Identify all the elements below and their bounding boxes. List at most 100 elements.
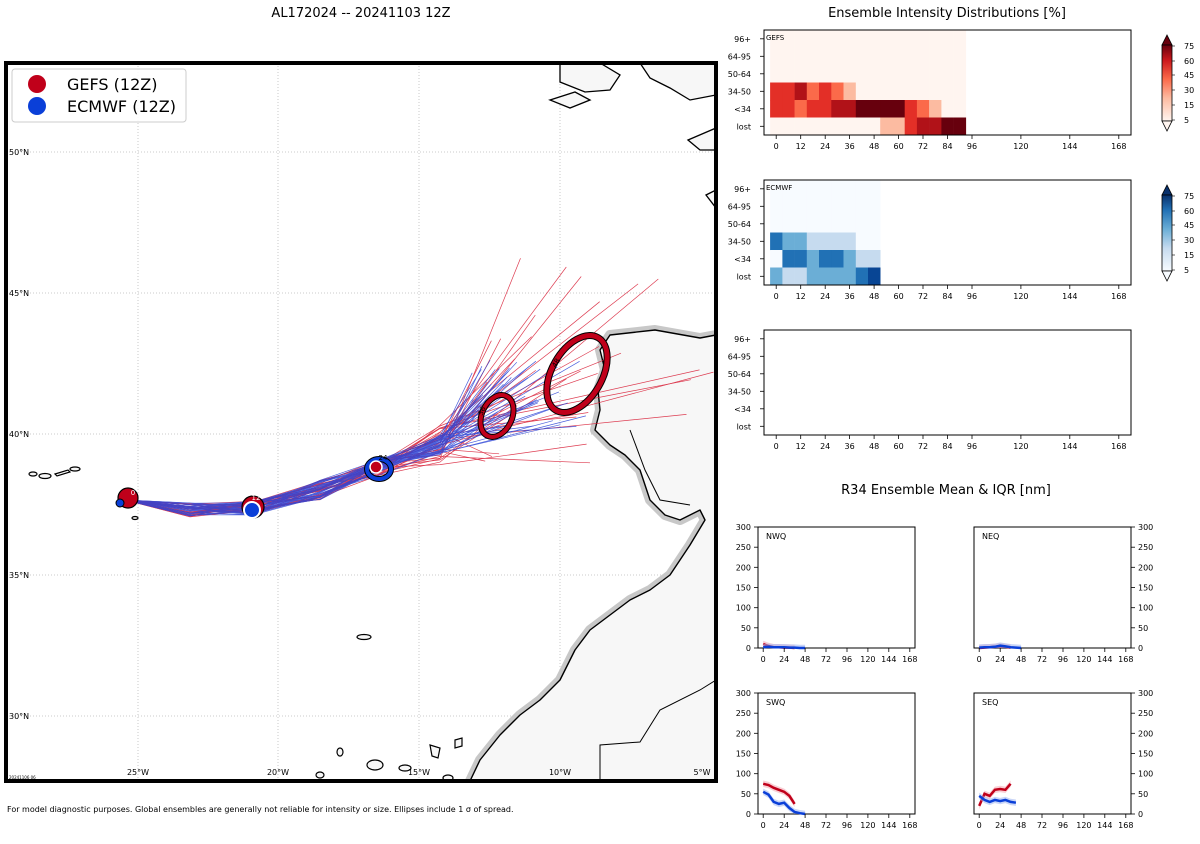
r34-x-tick: 144 [881,655,896,664]
r34-quadrant-label: SWQ [766,698,785,707]
heatmap-cell [782,215,795,233]
hour-label-24: 24 [379,454,388,462]
heatmap-cell [794,47,808,66]
heatmap-cell [868,267,881,286]
r34-x-tick: 96 [1058,821,1068,830]
r34-x-tick: 72 [821,655,831,664]
heatmap-x-tick: 120 [1013,142,1028,151]
heatmap-cell [941,117,954,136]
ecmwf-member-track [124,400,539,511]
ecmwf-member-track [124,372,473,516]
r34-y-tick: 150 [1138,750,1153,759]
heatmap-x-tick: 48 [869,292,879,301]
heatmap-cell [794,30,808,48]
heatmap-cell [831,180,844,198]
heatmap-cell [770,232,783,251]
r34-y-tick: 100 [736,604,751,613]
heatmap-cell [892,82,905,101]
lon-label-10: 10°W [549,768,571,777]
heatmap-x-tick: 144 [1062,442,1077,451]
r34-x-tick: 24 [779,655,789,664]
lat-label-50: 50°N [9,148,29,157]
lat-labels: 50°N 45°N 40°N 35°N 30°N [9,148,29,721]
heatmap-cell [953,47,967,66]
heatmap-cell [868,100,881,118]
heatmap-cell [782,117,795,136]
heatmap-cell [831,250,844,268]
heatmap-cell [929,117,942,136]
r34-y-tick: 0 [746,810,751,819]
heatmap-cell [855,30,869,48]
ecmwf-ellipse-24h-fill [365,457,393,481]
r34-iqr-band [979,780,1011,810]
r34-y-tick: 250 [736,543,751,552]
heatmap-x-tick: 144 [1062,292,1077,301]
r34-x-tick: 168 [902,655,917,664]
r34-x-tick: 48 [800,655,810,664]
lon-label-20: 20°W [267,768,289,777]
heatmap-cell [868,47,881,66]
heatmap-cell [892,65,905,83]
r34-y-tick: 200 [736,729,751,738]
colorbar-ecmwf: 75 60 45 30 15 5 [1161,184,1194,282]
land-north [548,63,716,210]
r34-mean-line-ecmwf [763,645,806,650]
heatmap-cell [831,232,844,251]
heatmap-x-tick: 36 [845,292,855,301]
heatmap-cell [868,82,881,101]
heatmap-cell [831,30,844,48]
lon-labels: 25°W 20°W 15°W 10°W 5°W [127,768,711,777]
r34-mean-line-gefs [978,782,1012,807]
heatmap-cell [916,100,930,118]
heatmap-cell [794,250,808,268]
r34-y-tick: 150 [736,750,751,759]
ecmwf-member-track [124,395,526,516]
hour-marker-0: 0 [115,487,139,509]
heatmap-label: ECMWF [766,184,792,192]
r34-x-tick: 120 [860,655,875,664]
heatmap-cell [855,250,869,268]
heatmap-cell [916,117,930,136]
heatmap-cell [770,100,783,118]
heatmap-x-tick: 12 [796,292,806,301]
hour-label-12: 12 [252,494,261,502]
cb-gefs-5: 5 [1184,116,1189,125]
ecmwf-ensemble-tracks [124,360,586,517]
heatmap-x-tick: 72 [918,142,928,151]
heatmap-cell [868,30,881,48]
heatmap-cell [819,65,832,83]
r34-x-tick: 144 [1097,655,1112,664]
r34-y-tick: 100 [736,770,751,779]
lat-label-40: 40°N [9,430,29,439]
heatmap-cell [868,180,881,198]
r34-x-tick: 96 [842,821,852,830]
heatmap-cell [806,232,820,251]
heatmap-cell [770,65,783,83]
r34-y-tick: 0 [746,644,751,653]
heatmap-cell [831,117,844,136]
heatmap-x-tick: 120 [1013,292,1028,301]
lon-label-15: 15°W [408,768,430,777]
heatmap-cell [843,82,856,101]
heatmap-cell [782,30,795,48]
heatmap-x-tick: 96 [967,292,977,301]
ecmwf-member-track [124,420,553,510]
heatmap-cell [806,215,820,233]
r34-x-tick: 168 [902,821,917,830]
heatmap-cell [953,117,967,136]
cb-ecmwf-15: 15 [1184,251,1194,260]
heatmap-cell [916,82,930,101]
heatmap-cell [782,197,795,216]
r34-y-tick: 300 [736,689,751,698]
heatmap-cell [868,117,881,136]
heatmap-x-tick: 84 [942,442,952,451]
heatmap-row-label: 34-50 [728,237,751,246]
ecmwf-member-track [124,402,539,506]
heatmap-cell [843,267,856,286]
heatmap-cell [904,117,918,136]
heatmap-x-tick: 72 [918,292,928,301]
r34-mean-line-gefs [762,782,796,805]
cb-ecmwf-30: 30 [1184,236,1194,245]
